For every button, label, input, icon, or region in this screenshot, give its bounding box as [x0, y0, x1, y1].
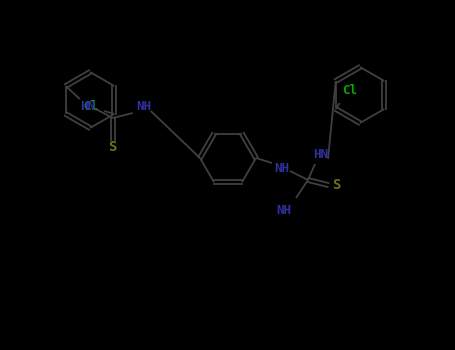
Text: Cl: Cl — [83, 99, 98, 112]
Text: S: S — [109, 140, 117, 154]
Text: S: S — [332, 178, 340, 192]
Text: NH: NH — [274, 161, 289, 175]
Text: HN: HN — [80, 99, 95, 112]
Text: NH: NH — [277, 204, 292, 217]
Text: HN: HN — [313, 147, 329, 161]
Text: NH: NH — [136, 100, 151, 113]
Text: Cl: Cl — [342, 84, 357, 98]
